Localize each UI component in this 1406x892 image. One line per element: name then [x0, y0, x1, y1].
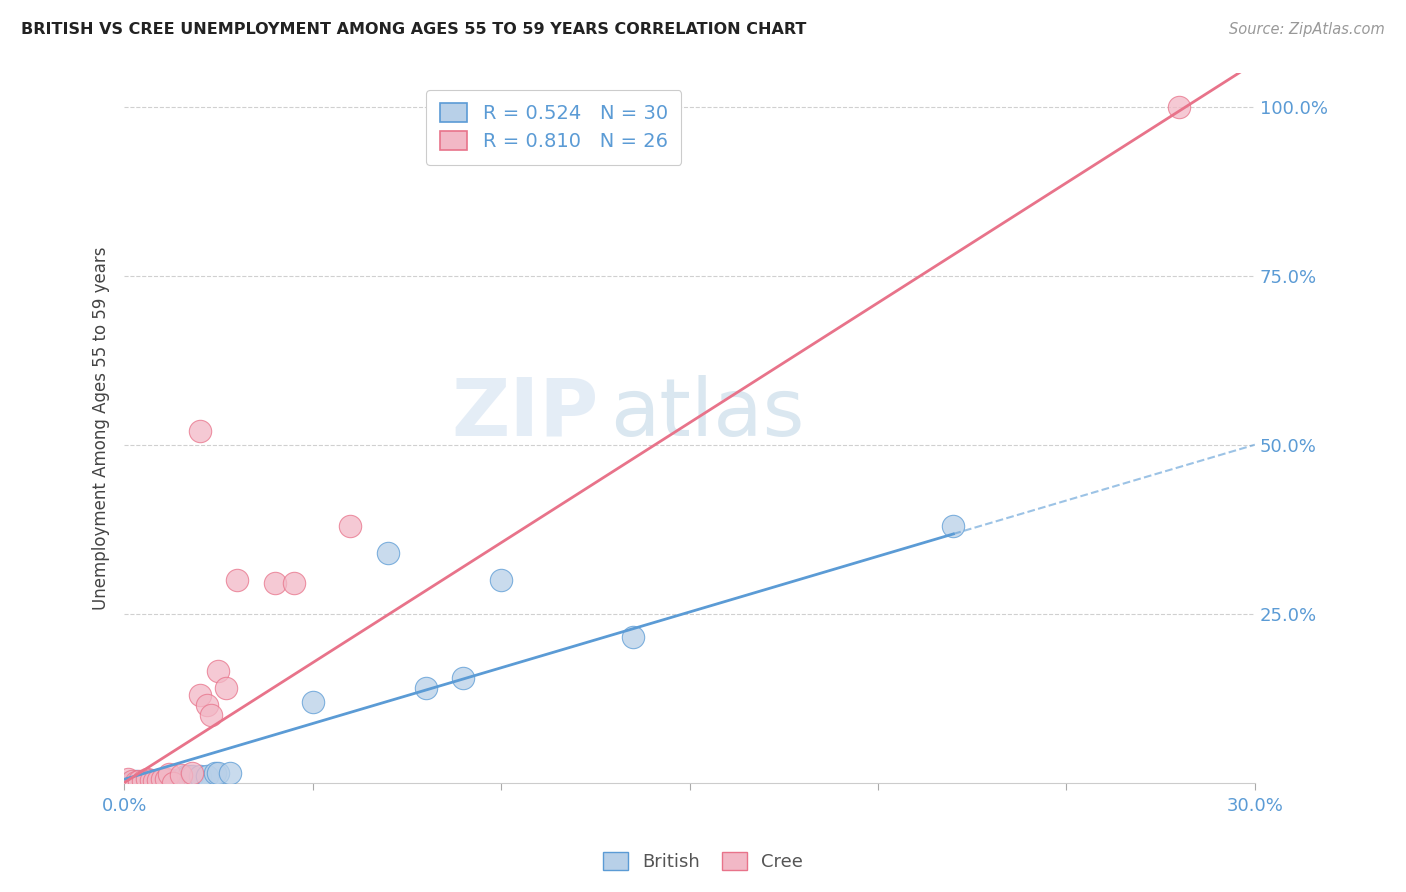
Legend: British, Cree: British, Cree [595, 846, 811, 879]
Point [117, 772, 139, 787]
Point [283, 576, 305, 591]
Point [146, 773, 169, 788]
Point [124, 774, 146, 789]
Point [159, 767, 181, 781]
Point [188, 688, 211, 702]
Point [489, 573, 512, 587]
Point [621, 631, 644, 645]
Point [195, 698, 218, 712]
Point [159, 772, 181, 787]
Point [128, 774, 150, 789]
Point [942, 518, 965, 533]
Point [150, 773, 173, 788]
Point [170, 772, 193, 787]
Point [162, 772, 184, 787]
Point [143, 774, 166, 789]
Point [207, 664, 229, 678]
Point [218, 765, 240, 780]
Text: atlas: atlas [610, 375, 804, 452]
Point [200, 708, 222, 723]
Point [135, 772, 157, 787]
Point [177, 769, 200, 783]
Point [173, 769, 195, 783]
Point [1168, 100, 1191, 114]
Point [204, 765, 226, 780]
Text: ZIP: ZIP [451, 375, 599, 452]
Point [339, 518, 361, 533]
Point [377, 546, 399, 560]
Point [188, 424, 211, 438]
Point [215, 681, 238, 695]
Legend: R = 0.524   N = 30, R = 0.810   N = 26: R = 0.524 N = 30, R = 0.810 N = 26 [426, 90, 682, 165]
Point [301, 695, 323, 709]
Point [453, 671, 475, 685]
Text: BRITISH VS CREE UNEMPLOYMENT AMONG AGES 55 TO 59 YEARS CORRELATION CHART: BRITISH VS CREE UNEMPLOYMENT AMONG AGES … [21, 22, 807, 37]
Point [150, 772, 173, 787]
Point [195, 769, 218, 783]
Point [264, 576, 287, 591]
Point [155, 773, 177, 788]
Text: Source: ZipAtlas.com: Source: ZipAtlas.com [1229, 22, 1385, 37]
Point [124, 775, 146, 789]
Point [181, 769, 204, 783]
Point [226, 573, 249, 587]
Point [128, 775, 150, 789]
Point [121, 774, 143, 789]
Point [135, 775, 157, 789]
Point [415, 681, 437, 695]
Point [139, 774, 162, 789]
Point [117, 775, 139, 789]
Point [132, 774, 155, 789]
Point [162, 775, 184, 789]
Point [132, 774, 155, 789]
Point [146, 772, 169, 787]
Point [139, 772, 162, 787]
Point [155, 772, 177, 786]
Point [181, 765, 204, 780]
Point [207, 765, 229, 780]
Point [143, 773, 166, 788]
Point [166, 772, 188, 787]
Point [188, 769, 211, 783]
Point [121, 775, 143, 789]
Point [170, 767, 193, 781]
Y-axis label: Unemployment Among Ages 55 to 59 years: Unemployment Among Ages 55 to 59 years [93, 246, 110, 609]
